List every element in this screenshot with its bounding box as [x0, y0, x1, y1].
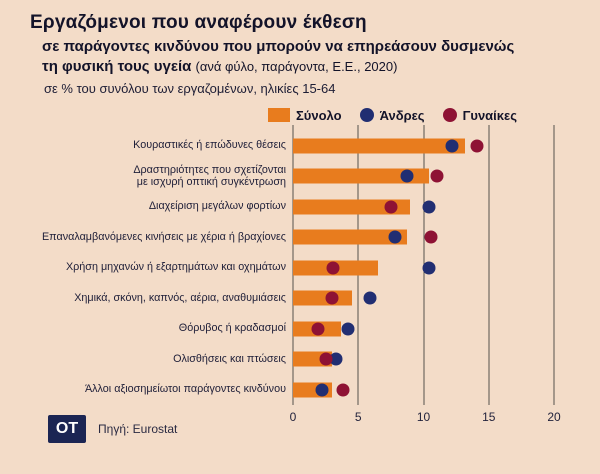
category-label: Θόρυβος ή κραδασμοί	[178, 322, 286, 335]
row-track	[293, 161, 554, 192]
total-bar	[293, 229, 407, 245]
x-axis: 0 5 10 15 20	[289, 405, 561, 431]
subtitle-line-2: τη φυσική τους υγεία	[42, 57, 192, 75]
axis-tick: 0	[289, 410, 297, 425]
chart-row: Δραστηριότητες που σχετίζονται με ισχυρή…	[18, 161, 554, 192]
footer: OT Πηγή: Eurostat	[48, 415, 600, 444]
legend-label-women: Γυναίκες	[462, 107, 517, 123]
subtitle-line-1: σε παράγοντες κινδύνου που μπορούν να επ…	[42, 38, 515, 55]
unit-note: σε % του συνόλου των εργαζομένων, ηλικίε…	[44, 80, 336, 96]
men-dot	[422, 200, 436, 214]
row-track	[293, 314, 554, 345]
men-dot	[341, 322, 355, 336]
women-dot	[326, 261, 340, 275]
category-label: Χημικά, σκόνη, καπνός, αέρια, αναθυμιάσε…	[74, 291, 286, 304]
page-title: Εργαζόμενοι που αναφέρουν έκθεση	[30, 12, 367, 33]
men-dot	[315, 383, 329, 397]
chart-legend: Σύνολο Άνδρες Γυναίκες	[268, 108, 554, 123]
category-label: Δραστηριότητες που σχετίζονται με ισχυρή…	[133, 163, 286, 189]
category-label: Άλλοι αξιοσημείωτοι παράγοντες κινδύνου	[84, 383, 286, 396]
chart-row: Διαχείριση μεγάλων φορτίων	[18, 192, 554, 223]
row-track	[293, 192, 554, 223]
axis-tick: 20	[547, 410, 561, 425]
axis-tick: 5	[354, 410, 362, 425]
men-dot-swatch-icon	[359, 108, 374, 123]
men-dot	[422, 261, 436, 275]
chart-row: Κουραστικές ή επώδυνες θέσεις	[18, 131, 554, 162]
chart-row: Άλλοι αξιοσημείωτοι παράγοντες κινδύνου	[18, 375, 554, 406]
chart-row: Χημικά, σκόνη, καπνός, αέρια, αναθυμιάσε…	[18, 283, 554, 314]
women-dot	[325, 291, 339, 305]
chart-row: Επαναλαμβανόμενες κινήσεις με χέρια ή βρ…	[18, 222, 554, 253]
category-label: Κουραστικές ή επώδυνες θέσεις	[133, 139, 286, 152]
legend-item-total: Σύνολο	[268, 108, 342, 123]
chart-rows: Κουραστικές ή επώδυνες θέσεις Δραστηριότη…	[18, 131, 554, 406]
chart-row: Θόρυβος ή κραδασμοί	[18, 314, 554, 345]
women-dot-swatch-icon	[442, 108, 457, 123]
subtitle-note: (ανά φύλο, παράγοντα, Ε.Ε., 2020)	[195, 58, 398, 74]
ot-logo: OT	[48, 415, 86, 444]
category-label: Επαναλαμβανόμενες κινήσεις με χέρια ή βρ…	[41, 230, 286, 243]
row-track	[293, 131, 554, 162]
women-dot	[470, 139, 484, 153]
total-bar	[293, 199, 411, 215]
legend-label-total: Σύνολο	[296, 107, 342, 123]
men-dot	[363, 291, 377, 305]
row-track	[293, 375, 554, 406]
total-bar	[293, 290, 352, 306]
infographic: Εργαζόμενοι που αναφέρουν έκθεση σε παρά…	[18, 12, 600, 444]
legend-item-women: Γυναίκες	[442, 107, 517, 123]
category-label: Διαχείριση μεγάλων φορτίων	[148, 200, 286, 213]
chart-row: Χρήση μηχανών ή εξαρτημάτων και οχημάτων	[18, 253, 554, 284]
category-label: Ολισθήσεις και πτώσεις	[173, 352, 286, 365]
legend-label-men: Άνδρες	[379, 107, 425, 123]
page-subtitle: σε παράγοντες κινδύνου που μπορούν να επ…	[42, 37, 590, 77]
gridline	[488, 124, 490, 406]
source-note: Πηγή: Eurostat	[98, 422, 178, 437]
row-track	[293, 283, 554, 314]
total-bar	[293, 138, 466, 154]
category-label: Χρήση μηχανών ή εξαρτημάτων και οχημάτων	[65, 261, 286, 274]
men-dot	[445, 139, 459, 153]
total-bar	[293, 168, 429, 184]
women-dot	[424, 230, 438, 244]
axis-tick: 15	[482, 410, 496, 425]
gridline	[553, 124, 555, 406]
bar-chart: Κουραστικές ή επώδυνες θέσεις Δραστηριότη…	[18, 124, 561, 432]
legend-item-men: Άνδρες	[359, 107, 425, 123]
men-dot	[329, 352, 343, 366]
women-dot	[311, 322, 325, 336]
row-track	[293, 344, 554, 375]
men-dot	[388, 230, 402, 244]
men-dot	[400, 169, 414, 183]
women-dot	[336, 383, 350, 397]
chart-row: Ολισθήσεις και πτώσεις	[18, 344, 554, 375]
row-track	[293, 222, 554, 253]
row-track	[293, 253, 554, 284]
women-dot	[384, 200, 398, 214]
axis-tick: 10	[416, 410, 431, 425]
women-dot	[430, 169, 444, 183]
women-dot	[319, 352, 333, 366]
total-bar-swatch-icon	[268, 108, 290, 123]
